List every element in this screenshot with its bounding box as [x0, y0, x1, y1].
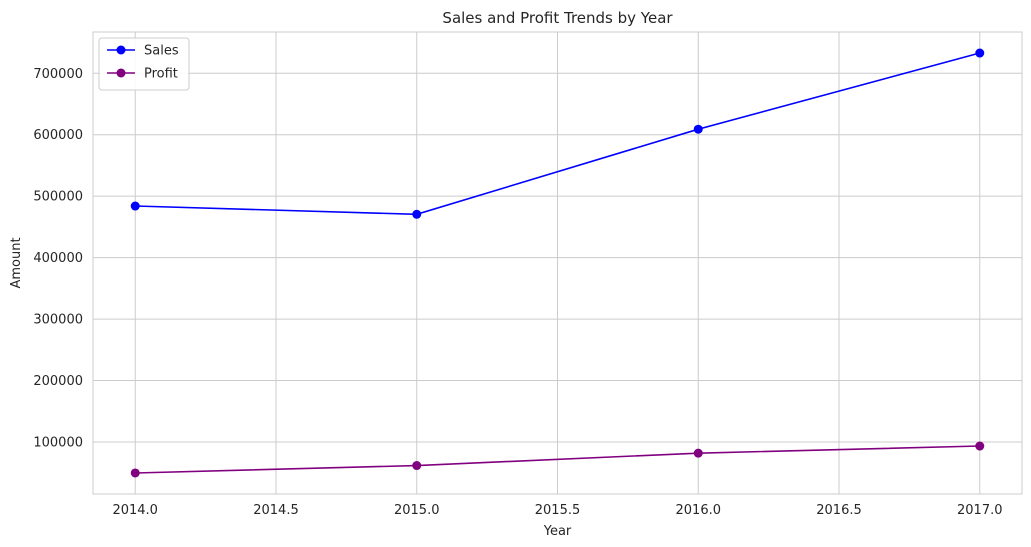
- x-tick-label: 2017.0: [957, 503, 1003, 518]
- data-point-sales: [130, 201, 140, 211]
- data-point-sales: [975, 48, 985, 58]
- legend-marker: [116, 45, 126, 55]
- legend-item-sales: Sales: [107, 44, 179, 59]
- x-tick-label: 2016.5: [816, 503, 862, 518]
- legend-marker: [116, 68, 126, 78]
- y-tick-label: 400000: [33, 251, 83, 266]
- y-axis-ticks: 100000 200000 300000 400000 500000 600000 7000…: [33, 67, 83, 451]
- legend-label: Profit: [144, 67, 178, 82]
- x-tick-label: 2014.5: [253, 503, 299, 518]
- series-layer: [130, 48, 985, 478]
- x-tick-label: 2014.0: [112, 503, 158, 518]
- x-tick-label: 2015.5: [535, 503, 581, 518]
- y-axis-label: Amount: [9, 237, 24, 288]
- data-point-profit: [412, 461, 422, 471]
- data-point-sales: [693, 124, 703, 134]
- y-tick-label: 600000: [33, 128, 83, 143]
- x-tick-label: 2015.0: [394, 503, 440, 518]
- legend-item-profit: Profit: [107, 67, 178, 82]
- series-line-profit: [135, 445, 980, 474]
- y-tick-label: 300000: [33, 313, 83, 328]
- data-point-profit: [130, 468, 140, 478]
- data-point-sales: [412, 209, 422, 219]
- series-line-sales: [135, 52, 980, 216]
- legend: Sales Profit: [98, 37, 190, 91]
- y-tick-label: 500000: [33, 190, 83, 205]
- y-tick-label: 200000: [33, 374, 83, 389]
- series-profit: [130, 441, 985, 478]
- y-tick-label: 700000: [33, 67, 83, 82]
- y-tick-label: 100000: [33, 435, 83, 450]
- x-axis-ticks: 2014.0 2014.5 2015.0 2015.5 2016.0 2016.5 2017…: [112, 503, 1002, 518]
- data-point-profit: [693, 448, 703, 458]
- series-sales: [130, 48, 985, 219]
- x-axis-label: Year: [543, 524, 572, 539]
- x-tick-label: 2016.0: [676, 503, 722, 518]
- legend-label: Sales: [144, 44, 179, 59]
- grid: [93, 32, 1022, 494]
- chart-title: Sales and Profit Trends by Year: [442, 9, 673, 27]
- data-point-profit: [975, 441, 985, 451]
